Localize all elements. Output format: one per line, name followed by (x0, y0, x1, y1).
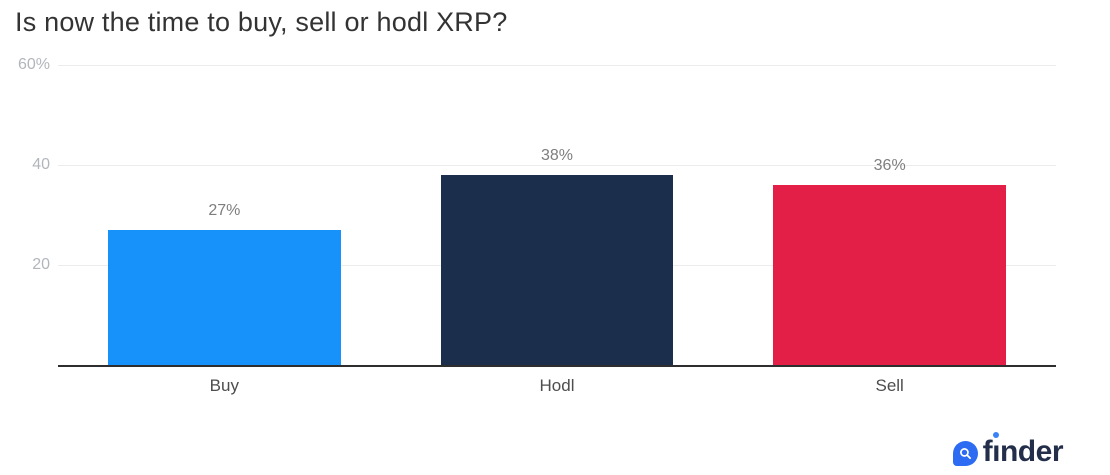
page-title: Is now the time to buy, sell or hodl XRP… (15, 7, 508, 37)
gridline (58, 65, 1056, 66)
gridline (58, 165, 1056, 166)
finder-logo[interactable]: fınder (952, 435, 1064, 470)
y-axis-tick-label: 40 (32, 156, 50, 173)
x-axis-line (58, 365, 1056, 367)
y-axis-tick-label: 60% (17, 56, 50, 73)
bar-buy[interactable] (107, 230, 341, 365)
x-axis-category-label: Sell (875, 376, 904, 395)
bar-hodl[interactable] (440, 175, 674, 365)
x-axis-category-label: Hodl (539, 376, 575, 395)
bar-sell[interactable] (773, 185, 1007, 365)
y-axis-tick-label: 20 (32, 256, 50, 273)
x-axis-category-label: Buy (209, 376, 239, 395)
bar-value-label: 38% (540, 147, 574, 164)
finder-logo-text: fınder (982, 435, 1064, 468)
bar-value-label: 36% (873, 157, 906, 174)
magnifier-icon (952, 441, 978, 466)
bar-value-label: 27% (208, 202, 241, 219)
